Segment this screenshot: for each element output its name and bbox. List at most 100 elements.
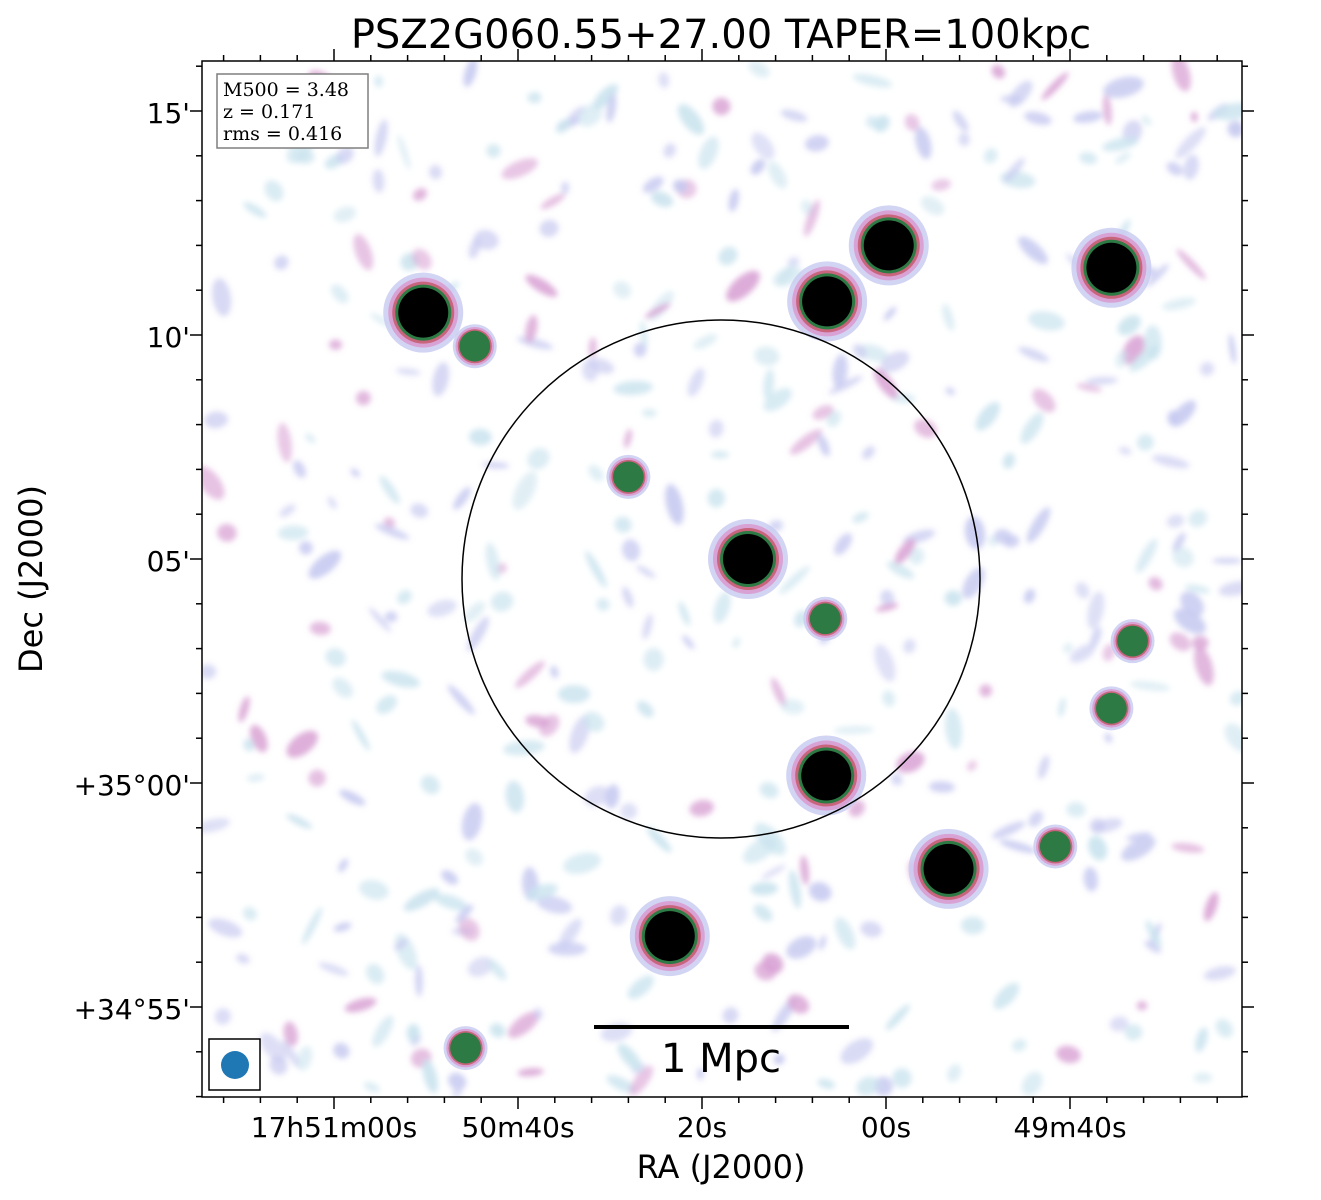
source-ring-very-high [1096, 692, 1127, 724]
noise-blob [1085, 376, 1118, 385]
noise-blob [202, 664, 217, 680]
noise-blob [259, 1032, 287, 1063]
noise-blob [214, 1008, 232, 1025]
noise-blob [1151, 454, 1190, 469]
bright-source-6 [786, 735, 867, 816]
source-core [644, 911, 695, 962]
noise-blob [873, 115, 890, 133]
noise-emission-layer [202, 61, 1242, 1097]
noise-blob [834, 533, 853, 556]
noise-blob [1166, 514, 1185, 528]
noise-blob [1041, 72, 1069, 101]
medium-source-5 [443, 1026, 488, 1071]
noise-blob [789, 429, 823, 455]
noise-blob [372, 169, 385, 193]
noise-blob [942, 303, 955, 331]
noise-blob [642, 408, 657, 418]
noise-blob [788, 869, 802, 909]
noise-blob [467, 956, 494, 977]
noise-blob [305, 433, 316, 444]
noise-blob [622, 586, 634, 608]
noise-blob [1224, 723, 1242, 752]
noise-blob [622, 539, 641, 562]
y-tick-label-1: 15' [147, 97, 190, 130]
noise-blob [886, 561, 915, 579]
noise-blob [708, 419, 724, 438]
noise-blob [604, 784, 620, 809]
noise-blob [468, 237, 481, 259]
noise-blob [1073, 110, 1103, 124]
noise-blob [1121, 836, 1156, 861]
noise-blob [550, 665, 559, 679]
x-tick-label-1: 17h51m00s [251, 1111, 418, 1144]
noise-blob [1115, 350, 1129, 368]
noise-blob [432, 362, 450, 397]
noise-blob [892, 1068, 912, 1088]
noise-blob [763, 368, 775, 400]
noise-blob [397, 134, 411, 170]
noise-blob [1173, 608, 1207, 635]
noise-blob [593, 84, 619, 110]
noise-blob [750, 159, 766, 175]
noise-blob [381, 670, 420, 688]
info-redshift: z = 0.171 [223, 101, 315, 123]
noise-blob [339, 789, 366, 806]
noise-blob [465, 848, 483, 866]
noise-blob [1183, 154, 1199, 180]
noise-blob [434, 893, 468, 911]
noise-blob [636, 565, 656, 578]
noise-blob [355, 390, 371, 406]
y-tick-label-5: +34°55' [74, 993, 190, 1026]
noise-blob [1088, 835, 1108, 861]
noise-blob [427, 599, 457, 617]
noise-blob [372, 1015, 394, 1048]
noise-blob [588, 465, 604, 482]
y-tick-label-2: 10' [147, 321, 190, 354]
noise-blob [728, 188, 740, 212]
noise-blob [966, 760, 977, 772]
x-tick-label-4: 00s [861, 1111, 911, 1144]
noise-blob [455, 904, 474, 923]
noise-blob [278, 525, 309, 541]
noise-blob [527, 91, 542, 104]
map-title: PSZ2G060.55+27.00 TAPER=100kpc [351, 12, 1091, 58]
noise-blob [1228, 333, 1237, 364]
bright-source-8 [629, 896, 710, 977]
noise-blob [507, 1011, 540, 1039]
noise-blob [489, 1023, 506, 1038]
noise-blob [1028, 311, 1065, 331]
noise-blob [952, 110, 969, 132]
noise-blob [828, 375, 863, 395]
noise-blob [1104, 733, 1113, 743]
noise-blob [1075, 582, 1090, 599]
noise-blob [1056, 1045, 1081, 1064]
x-axis-label: RA (J2000) [637, 1148, 806, 1186]
noise-blob [920, 196, 945, 216]
noise-blob [1130, 681, 1171, 691]
noise-blob [441, 870, 459, 885]
noise-blob [1203, 965, 1236, 981]
noise-blob [368, 607, 392, 632]
noise-blob [461, 803, 483, 841]
noise-blob [525, 714, 550, 728]
noise-blob [1148, 576, 1163, 591]
noise-blob [333, 206, 357, 223]
noise-blob [1079, 152, 1098, 165]
noise-blob [1028, 811, 1044, 827]
noise-blob [1008, 80, 1033, 108]
noise-blob [1021, 1071, 1043, 1096]
noise-blob [624, 428, 632, 449]
r500-circle [461, 319, 981, 839]
noise-blob [712, 97, 731, 116]
noise-blob [527, 448, 550, 470]
noise-blob [682, 635, 695, 650]
noise-blob [1191, 635, 1209, 650]
noise-blob [1145, 263, 1169, 288]
noise-blob [331, 284, 349, 304]
noise-blob [333, 1042, 350, 1059]
noise-blob [983, 148, 998, 164]
noise-blob [327, 496, 337, 509]
noise-blob [269, 1056, 288, 1075]
noise-blob [650, 191, 674, 208]
noise-blob [563, 852, 601, 874]
